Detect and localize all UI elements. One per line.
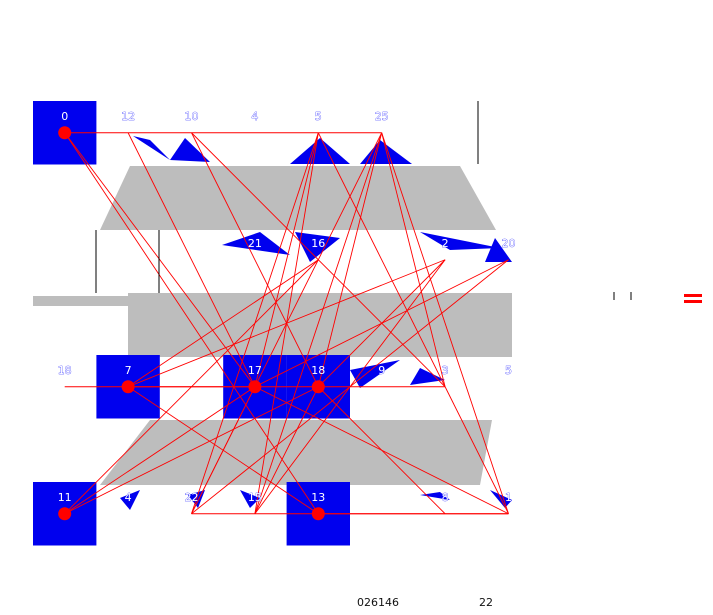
connection-line <box>317 259 446 388</box>
connection-line <box>64 386 256 515</box>
cell-label: 25 <box>375 110 389 123</box>
wedge-12 <box>240 490 260 508</box>
band-0 <box>100 166 496 230</box>
wedge-4 <box>222 232 290 255</box>
cell-label: 3 <box>442 364 449 377</box>
cell-label: 2 <box>442 237 449 250</box>
wedge-layer <box>120 136 512 510</box>
cell-label: 22 <box>185 491 199 504</box>
node-dot <box>58 126 72 140</box>
connection-line <box>64 132 256 388</box>
wedge-6 <box>420 232 500 250</box>
connection-line <box>381 132 509 514</box>
connection-line <box>254 259 446 515</box>
wedge-8 <box>350 360 400 388</box>
cell-label: 9 <box>378 364 385 377</box>
cell-label: 11 <box>58 491 72 504</box>
band-1 <box>128 293 512 357</box>
node-dot <box>248 380 262 394</box>
node-dot <box>121 380 135 394</box>
cell-label: 18 <box>311 364 325 377</box>
connection-line <box>317 386 446 515</box>
connection-line <box>381 132 446 387</box>
band-2 <box>100 420 492 485</box>
cell-label: 10 <box>185 110 199 123</box>
connection-line <box>254 386 319 514</box>
band-stub <box>33 296 128 306</box>
connection-line <box>64 259 319 515</box>
wedge-9 <box>410 368 445 385</box>
connection-line <box>444 386 509 514</box>
cell-label: 20 <box>502 237 516 250</box>
footer-left-text: 026146 <box>357 596 399 609</box>
wedge-10 <box>120 490 140 510</box>
cell-label: 12 <box>121 110 135 123</box>
decoration-layer <box>95 101 702 303</box>
cell-label: 4 <box>251 110 258 123</box>
band-layer <box>33 166 512 485</box>
cell-label: 15 <box>248 491 262 504</box>
wedge-0 <box>133 136 170 160</box>
connection-line <box>254 132 383 514</box>
cell-label: 4 <box>125 491 132 504</box>
node-dot <box>311 507 325 521</box>
connection-line <box>317 132 446 387</box>
connection-line <box>64 386 319 515</box>
cell-label: 18 <box>58 364 72 377</box>
node-dot <box>58 507 72 521</box>
dot-layer <box>58 126 325 521</box>
wedge-1 <box>170 138 210 162</box>
cell-label: 21 <box>248 237 262 250</box>
wedge-7 <box>485 238 512 262</box>
cell-label: 8 <box>442 491 449 504</box>
cell-label: 13 <box>311 491 325 504</box>
cell-label: 5 <box>505 364 512 377</box>
wedge-13 <box>420 492 450 500</box>
cell-label: 7 <box>125 364 132 377</box>
connection-line <box>191 132 319 387</box>
connection-line <box>127 259 319 388</box>
legend-marker <box>684 294 702 297</box>
connection-line <box>317 132 383 387</box>
connection-line <box>191 386 256 514</box>
legend-marker <box>684 300 702 303</box>
footer-right-text: 22 <box>479 596 493 609</box>
connection-layer <box>64 132 509 515</box>
connection-line <box>127 259 446 388</box>
label-layer: 0 12 10 4 5 25 21 16 2 20 18 7 17 18 9 3 5 11 4 22 15 13 8 1 <box>57 110 516 505</box>
cell-label: 16 <box>311 237 325 250</box>
connection-line <box>254 132 319 387</box>
cell-label: 0 <box>61 110 68 123</box>
node-dot <box>311 380 325 394</box>
cell-label: 5 <box>315 110 322 123</box>
cell-label: 1 <box>505 491 512 504</box>
cell-label: 17 <box>248 364 262 377</box>
wedge-2 <box>290 138 350 164</box>
